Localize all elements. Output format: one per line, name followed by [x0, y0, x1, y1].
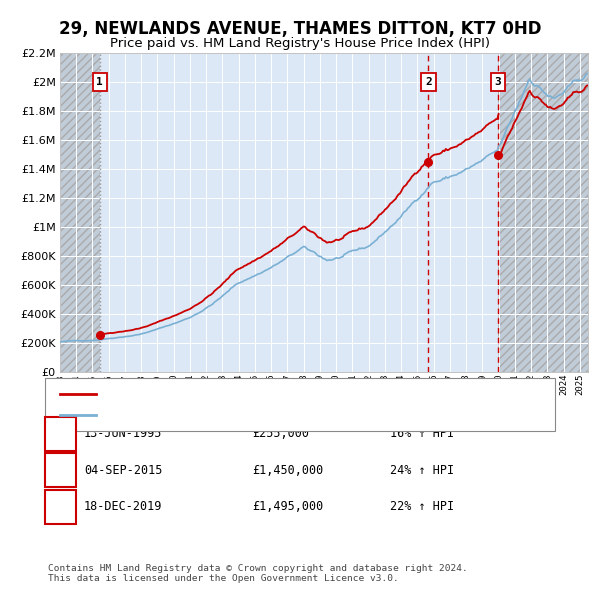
- Text: 13-JUN-1995: 13-JUN-1995: [84, 427, 163, 440]
- Bar: [498, 53, 588, 372]
- Text: 29, NEWLANDS AVENUE, THAMES DITTON, KT7 0HD: 29, NEWLANDS AVENUE, THAMES DITTON, KT7 …: [59, 20, 541, 38]
- Text: £1,495,000: £1,495,000: [252, 500, 323, 513]
- Text: 24% ↑ HPI: 24% ↑ HPI: [390, 464, 454, 477]
- Text: 29, NEWLANDS AVENUE, THAMES DITTON, KT7 0HD (detached house): 29, NEWLANDS AVENUE, THAMES DITTON, KT7 …: [102, 389, 477, 399]
- Text: 2: 2: [425, 77, 431, 87]
- Text: £1,450,000: £1,450,000: [252, 464, 323, 477]
- Text: 18-DEC-2019: 18-DEC-2019: [84, 500, 163, 513]
- Text: 2: 2: [57, 464, 64, 477]
- Bar: [60, 53, 100, 372]
- Text: 1: 1: [97, 77, 103, 87]
- Text: Price paid vs. HM Land Registry's House Price Index (HPI): Price paid vs. HM Land Registry's House …: [110, 37, 490, 50]
- Text: HPI: Average price, detached house, Elmbridge: HPI: Average price, detached house, Elmb…: [102, 409, 383, 419]
- Text: Contains HM Land Registry data © Crown copyright and database right 2024.
This d: Contains HM Land Registry data © Crown c…: [48, 563, 468, 583]
- Text: £255,000: £255,000: [252, 427, 309, 440]
- Text: 22% ↑ HPI: 22% ↑ HPI: [390, 500, 454, 513]
- Text: 16% ↑ HPI: 16% ↑ HPI: [390, 427, 454, 440]
- Text: 3: 3: [494, 77, 502, 87]
- Text: 3: 3: [57, 500, 64, 513]
- Text: 04-SEP-2015: 04-SEP-2015: [84, 464, 163, 477]
- Text: 1: 1: [57, 427, 64, 440]
